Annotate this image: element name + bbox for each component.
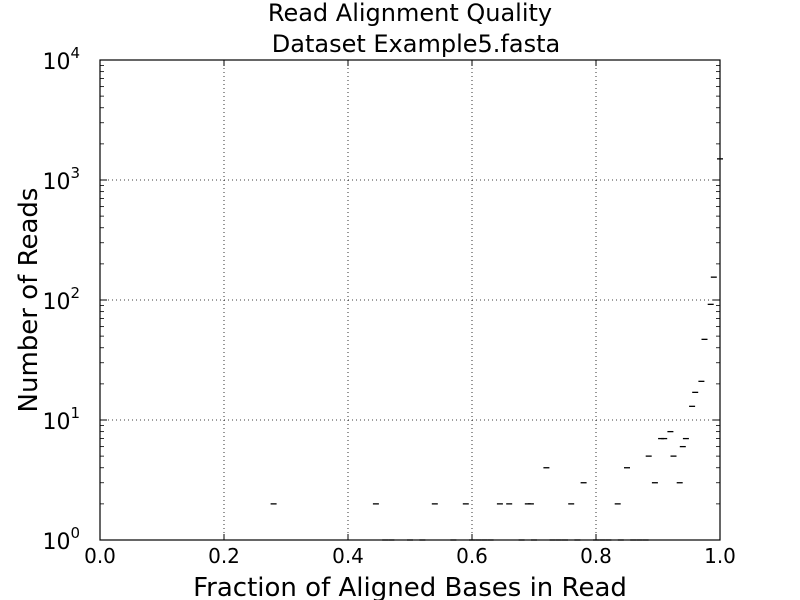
y-tick-label: 100 xyxy=(42,524,80,555)
x-tick-label: 1.0 xyxy=(704,544,736,568)
grid-lines xyxy=(100,60,720,540)
x-tick-label: 0.2 xyxy=(208,544,240,568)
y-tick-label: 102 xyxy=(42,284,80,315)
x-axis-label: Fraction of Aligned Bases in Read xyxy=(193,573,627,600)
x-tick-label: 0.6 xyxy=(456,544,488,568)
x-tick-label: 0.8 xyxy=(580,544,612,568)
y-tick-label: 101 xyxy=(42,404,80,435)
x-tick-label: 0.0 xyxy=(84,544,116,568)
chart-subtitle: Dataset Example5.fasta xyxy=(272,30,560,58)
chart-title: Read Alignment Quality xyxy=(268,0,552,27)
y-axis-label: Number of Reads xyxy=(14,188,44,413)
y-tick-label: 103 xyxy=(42,164,80,195)
x-tick-label: 0.4 xyxy=(332,544,364,568)
y-axis: 100 101 102 103 104 xyxy=(42,44,720,555)
x-axis: 0.0 0.2 0.4 0.6 0.8 1.0 xyxy=(84,60,736,568)
y-tick-label: 104 xyxy=(42,44,80,75)
plot-frame xyxy=(99,59,721,541)
